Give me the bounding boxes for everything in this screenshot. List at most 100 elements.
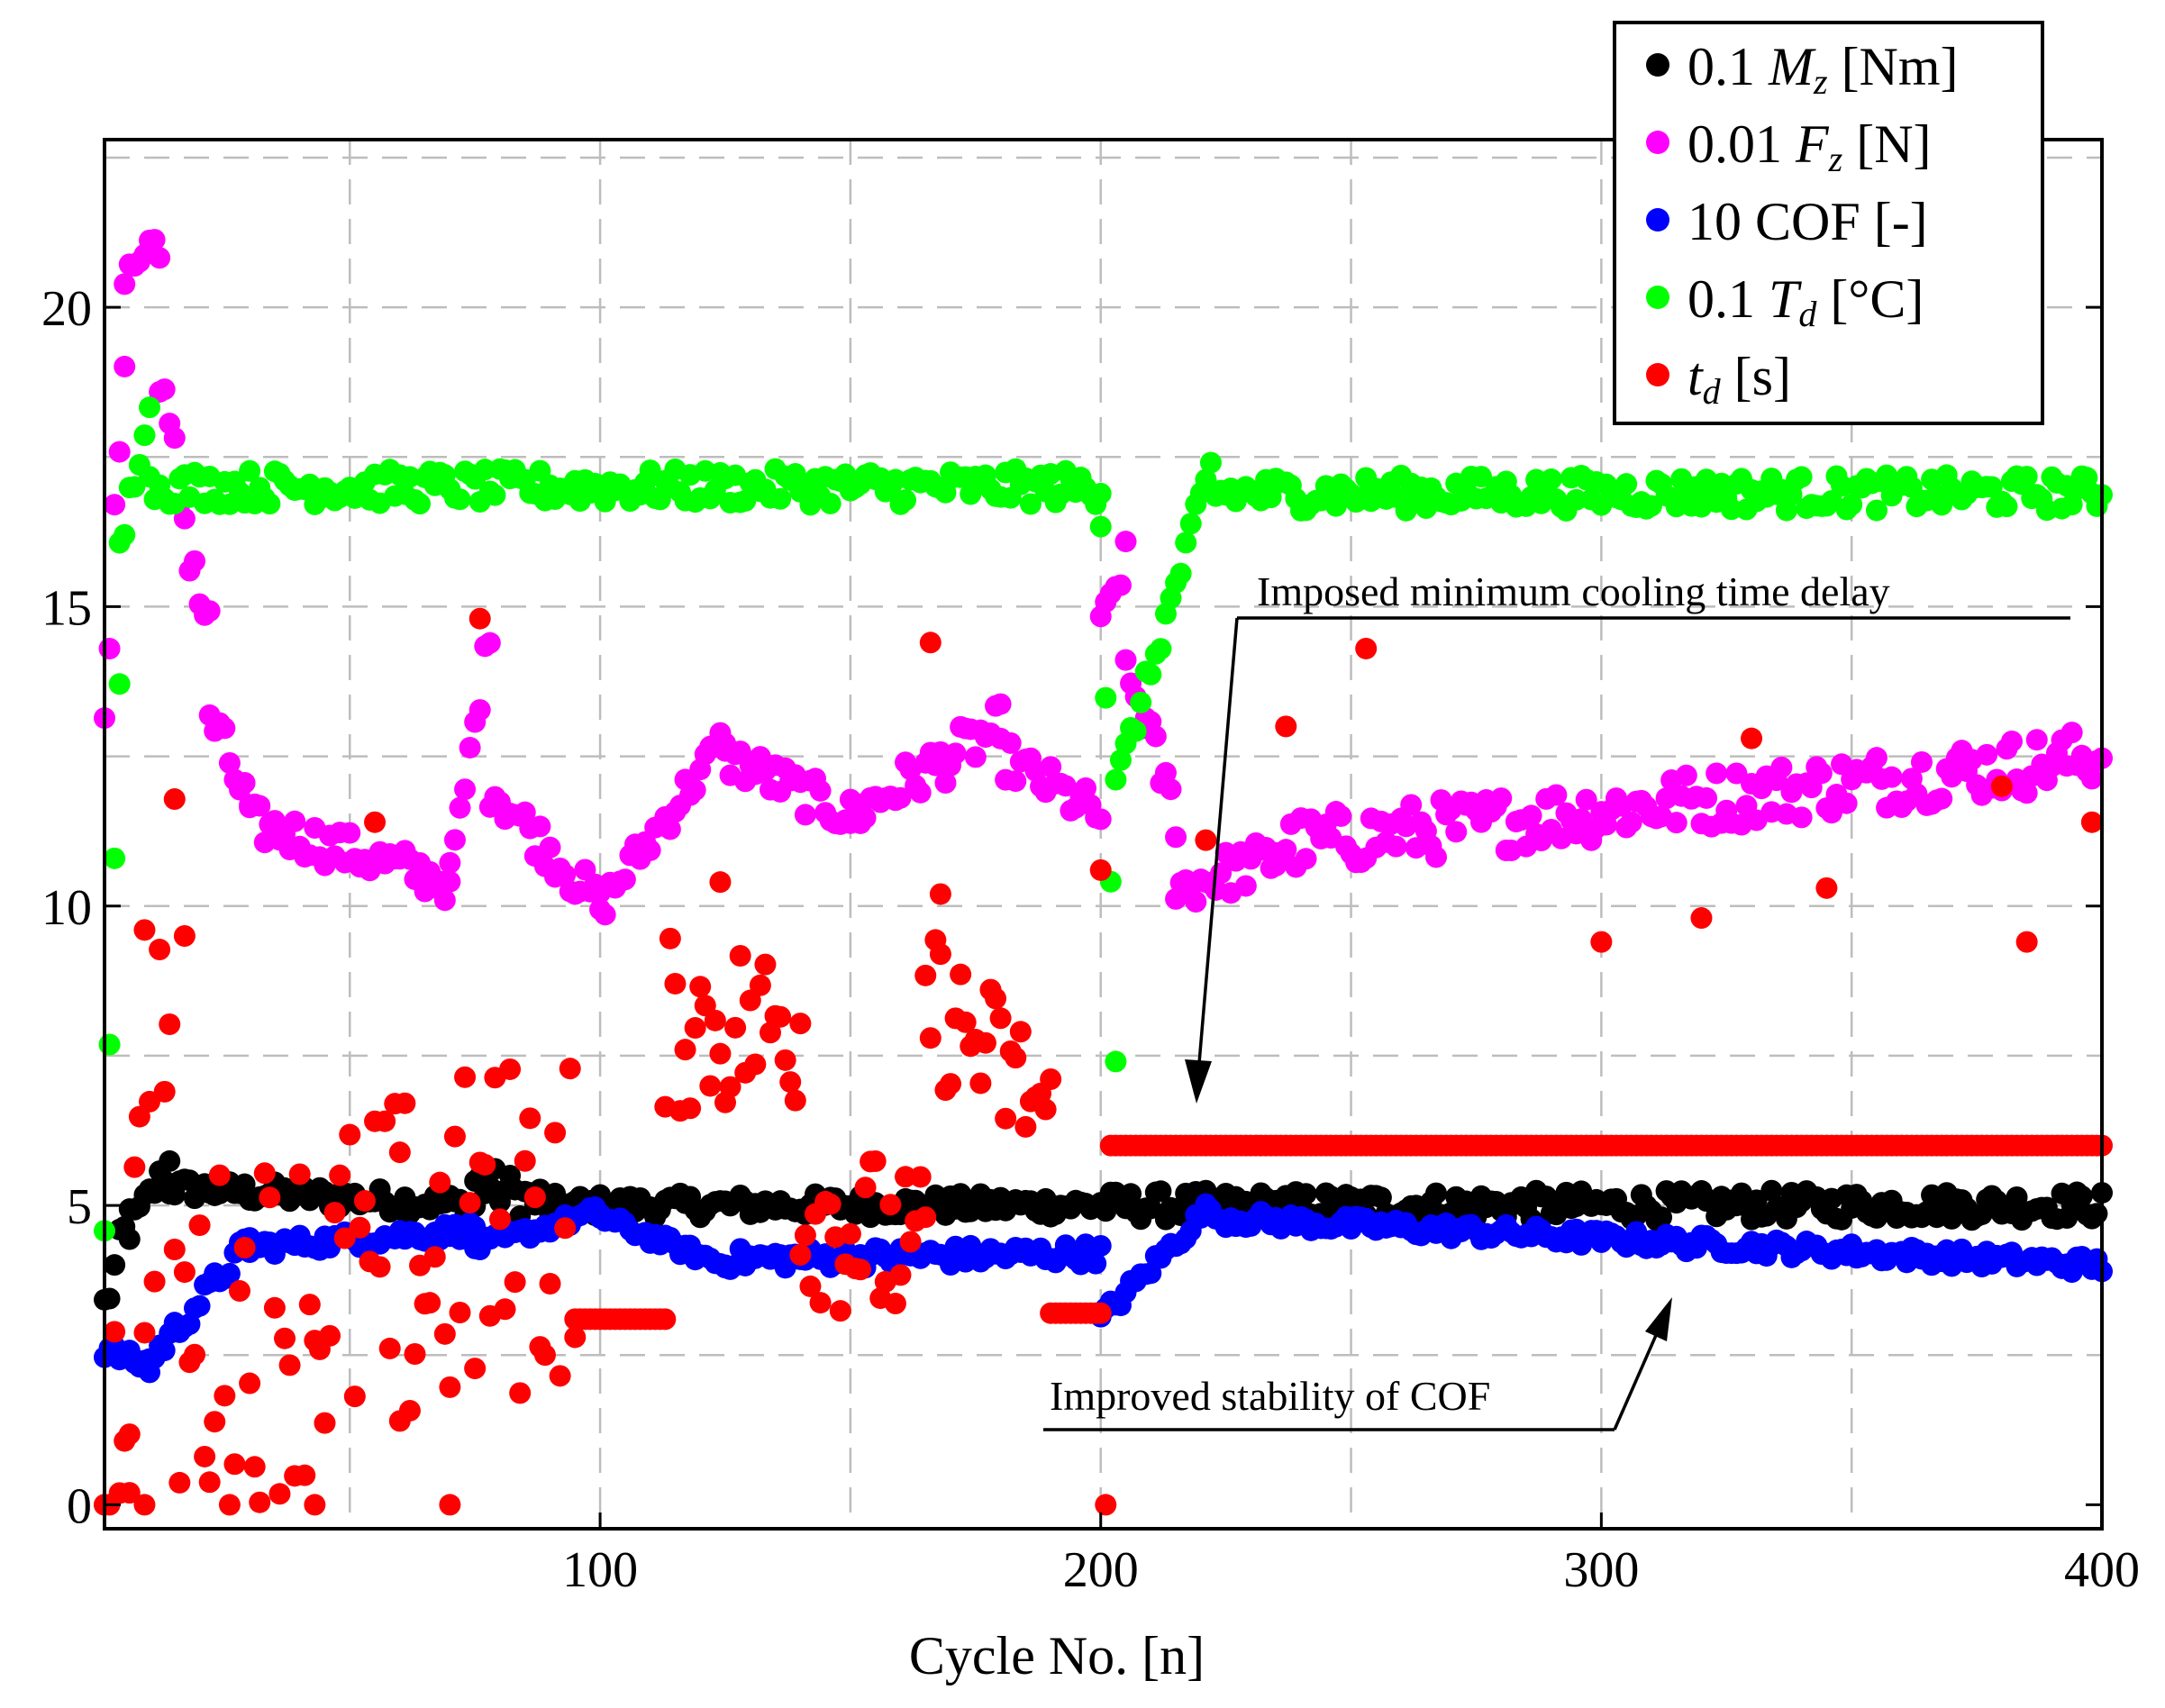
point-Td (1179, 513, 1202, 535)
point-td (423, 1246, 446, 1268)
point-td (253, 1162, 276, 1185)
point-td (288, 1163, 311, 1186)
point-td (799, 1275, 822, 1297)
point-td (319, 1324, 341, 1347)
point-td (899, 1231, 922, 1253)
point-td (278, 1354, 301, 1376)
point-Fz (339, 822, 361, 844)
point-td (459, 1192, 481, 1214)
point-td (433, 1322, 456, 1345)
point-Mz (98, 1287, 121, 1310)
legend: 0.1 Mz [Nm] 0.01 Fz [N] 10 COF [-] 0.1 Td [… (1613, 21, 2044, 425)
point-td (368, 1256, 391, 1278)
point-Fz (1665, 812, 1687, 834)
point-td (243, 1456, 266, 1478)
point-td (133, 919, 156, 941)
point-Td (1565, 488, 1587, 511)
point-td (1014, 1115, 1037, 1138)
point-td (2015, 931, 2038, 953)
point-td (149, 939, 171, 961)
point-Td (934, 481, 957, 504)
point-Fz (1675, 764, 1697, 786)
point-Td (1615, 473, 1638, 495)
point-td (488, 1208, 511, 1231)
point-td (564, 1326, 587, 1349)
point-Fz (1725, 762, 1748, 785)
annotation-arrow-line (1197, 617, 1239, 1064)
point-Td (2015, 466, 2038, 488)
point-td (339, 1123, 361, 1146)
point-Fz (478, 631, 501, 654)
point-Td (108, 673, 131, 695)
point-Td (1109, 749, 1132, 771)
point-Fz (153, 378, 176, 401)
legend-label-Td: 0.1 Td [°C] (1687, 269, 1924, 334)
x-axis-label: Cycle No. [n] (909, 1626, 1205, 1685)
point-td (789, 1243, 812, 1266)
point-Td (104, 847, 126, 869)
point-td (1275, 715, 1297, 738)
point-Td (639, 459, 661, 482)
point-Mz (1651, 1206, 1673, 1229)
point-td (443, 1125, 466, 1148)
point-Fz (439, 870, 461, 893)
point-Fz (1234, 875, 1257, 897)
point-Fz (1835, 792, 1858, 814)
point-Fz (529, 815, 551, 838)
point-td (1095, 1494, 1117, 1516)
legend-box (1613, 21, 2044, 425)
point-td (168, 1471, 191, 1494)
point-Fz (964, 746, 987, 768)
point-td (298, 1294, 321, 1316)
point-td (218, 1494, 241, 1516)
point-Fz (439, 851, 461, 874)
point-td (439, 1494, 461, 1516)
point-Td (474, 459, 496, 481)
point-Td (1841, 494, 1863, 516)
point-td (514, 1149, 536, 1172)
point-td (754, 953, 777, 976)
point-Fz (1385, 835, 1407, 858)
annotation-cooling-delay: Imposed minimum cooling time delay (1185, 568, 2070, 1104)
point-td (419, 1292, 441, 1314)
point-td (374, 1110, 396, 1132)
point-Fz (1165, 826, 1187, 849)
point-Fz (114, 273, 136, 295)
y-tick-label: 5 (67, 1179, 92, 1235)
point-Td (139, 396, 161, 419)
annotation-cooling-delay-text: Imposed minimum cooling time delay (1257, 568, 1890, 614)
point-Mz (2070, 1185, 2093, 1207)
point-Td (1089, 482, 1112, 504)
point-td (449, 1301, 471, 1323)
point-td (394, 1092, 416, 1114)
point-td (173, 1261, 196, 1284)
point-td (323, 1202, 346, 1224)
point-td (143, 1270, 166, 1293)
point-Fz (2080, 768, 2103, 790)
point-Fz (449, 796, 471, 819)
point-td (554, 1217, 577, 1240)
point-td (1590, 931, 1613, 953)
point-Fz (433, 889, 456, 912)
point-td (268, 1483, 291, 1505)
point-Td (1996, 495, 2018, 518)
point-Td (1720, 498, 1742, 521)
point-Td (1931, 494, 1953, 516)
point-Fz (98, 638, 121, 660)
point-Fz (218, 751, 241, 774)
point-td (749, 974, 771, 996)
point-td (559, 1058, 581, 1080)
point-Fz (1931, 787, 1953, 810)
point-td (173, 924, 196, 947)
x-tick-label: 400 (2064, 1542, 2140, 1598)
point-td (454, 1066, 477, 1088)
point-Td (1095, 686, 1117, 709)
point-Td (1175, 531, 1197, 554)
point-Fz (1005, 770, 1027, 793)
point-COF (153, 1340, 176, 1362)
point-Fz (198, 600, 221, 622)
point-td (919, 631, 942, 654)
point-Fz (1400, 794, 1423, 816)
point-td (850, 1258, 872, 1281)
point-Td (895, 489, 917, 512)
